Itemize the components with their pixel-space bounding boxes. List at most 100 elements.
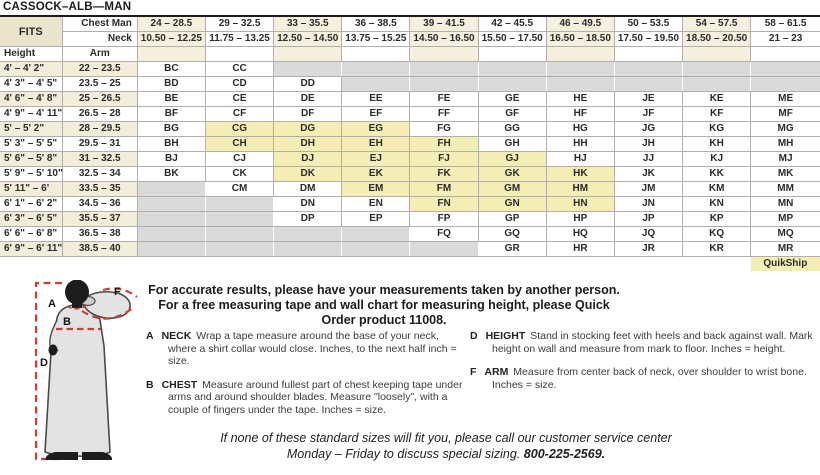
instruction-arm: F ARM Measure from center back of neck, o… <box>470 366 818 391</box>
size-code-cell: FN <box>409 196 479 212</box>
header-spacer-cell <box>341 46 411 62</box>
instruction-text: Wrap a tape measure around the base of y… <box>168 330 457 367</box>
size-code-cell: GH <box>477 136 547 152</box>
size-code-cell: CC <box>204 61 275 77</box>
size-code-cell: DE <box>273 91 343 107</box>
arm-range-cell: 33.5 – 35 <box>61 181 138 197</box>
size-code-cell: JK <box>613 166 684 182</box>
unavailable-size-cell <box>204 226 275 242</box>
size-code-cell: FE <box>409 91 479 107</box>
size-code-cell: JJ <box>613 151 684 167</box>
size-code-cell: FJ <box>409 151 479 167</box>
size-code-cell: KR <box>682 241 752 257</box>
instructions-left-column: A NECK Wrap a tape measure around the bas… <box>146 330 466 427</box>
size-code-cell: KJ <box>682 151 752 167</box>
raised-arm-sleeve <box>83 290 131 319</box>
size-code-cell: MJ <box>750 151 820 167</box>
unavailable-size-cell <box>136 196 206 212</box>
size-code-cell: HP <box>545 211 615 227</box>
chest-range-cell: 36 – 38.5 <box>341 17 411 32</box>
height-range-cell: 5' 9" – 5' 10" <box>0 166 63 182</box>
size-code-cell: HE <box>545 91 615 107</box>
unavailable-size-cell <box>613 61 684 77</box>
size-code-cell: CG <box>204 121 275 137</box>
instruction-text: Stand in stocking feet with heels and ba… <box>492 330 813 355</box>
unavailable-size-cell <box>136 226 206 242</box>
height-range-cell: 5' 3" – 5' 5" <box>0 136 63 152</box>
unavailable-size-cell <box>545 76 615 92</box>
chest-range-cell: 24 – 28.5 <box>136 17 206 32</box>
instructions-right-column: D HEIGHT Stand in stocking feet with heel… <box>470 330 818 402</box>
arm-range-cell: 29.5 – 31 <box>61 136 138 152</box>
size-table-row: 4' – 4' 2" 22 – 23.5 BC CC <box>0 61 820 77</box>
size-code-cell: KE <box>682 91 752 107</box>
size-code-cell: HQ <box>545 226 615 242</box>
instruction-text: Measure around fullest part of chest kee… <box>168 378 463 416</box>
arm-range-cell: 32.5 – 34 <box>61 166 138 182</box>
customer-service-phone: 800-225-2569. <box>523 446 606 461</box>
size-code-cell: GE <box>477 91 547 107</box>
unavailable-size-cell <box>477 76 547 92</box>
height-range-cell: 5' 6" – 5' 8" <box>0 151 63 167</box>
unavailable-size-cell <box>750 61 820 77</box>
size-code-cell: EG <box>341 121 411 137</box>
instruction-height: D HEIGHT Stand in stocking feet with heel… <box>470 330 818 355</box>
header-spacer-cell <box>545 46 615 62</box>
instruction-chest: B CHEST Measure around fullest part of ch… <box>146 379 466 417</box>
size-code-cell: KQ <box>682 226 752 242</box>
header-spacer-cell <box>409 46 479 62</box>
height-range-cell: 6' 3" – 6' 5" <box>0 211 63 227</box>
size-code-cell: KM <box>682 181 752 197</box>
size-code-cell: HK <box>545 166 615 182</box>
size-code-cell: JG <box>613 121 684 137</box>
size-code-cell: JR <box>613 241 684 257</box>
size-code-cell: GR <box>477 241 547 257</box>
arm-header: Arm <box>61 46 138 62</box>
neck-range-cell: 13.75 – 15.25 <box>341 31 411 47</box>
size-table-row: 5' 6" – 5' 8" 31 – 32.5 BJ CJ DJ EJ FJ GJ HJ JJ KJ… <box>0 151 820 167</box>
size-code-cell: BK <box>136 166 206 182</box>
size-code-cell: JM <box>613 181 684 197</box>
height-range-cell: 5' 11" – 6' <box>0 181 63 197</box>
chest-range-cell: 54 – 57.5 <box>682 17 752 32</box>
header-spacer-cell <box>750 46 820 62</box>
height-range-cell: 4' 9" – 4' 11" <box>0 106 63 122</box>
size-code-cell: JQ <box>613 226 684 242</box>
arm-range-cell: 25 – 26.5 <box>61 91 138 107</box>
size-code-cell: DK <box>273 166 343 182</box>
size-code-cell: DM <box>273 181 343 197</box>
size-table-row: 5' – 5' 2" 28 – 29.5 BG CG DG EG FG GG HG JG KG MG <box>0 121 820 137</box>
neck-range-cell: 15.50 – 17.50 <box>477 31 547 47</box>
header-spacer-cell <box>273 46 343 62</box>
size-code-cell: CE <box>204 91 275 107</box>
header-spacer-cell <box>613 46 684 62</box>
size-code-cell: JF <box>613 106 684 122</box>
size-code-cell: EM <box>341 181 411 197</box>
arm-measure-line-bottom <box>81 306 135 320</box>
chest-range-cell: 50 – 53.5 <box>613 17 684 32</box>
size-code-cell: EK <box>341 166 411 182</box>
size-code-cell: DG <box>273 121 343 137</box>
measurement-notes: For accurate results, please have your m… <box>148 283 620 328</box>
quikship-legend-row: QuikShip <box>0 256 820 271</box>
size-table-row: 6' 1" – 6' 2" 34.5 – 36 DN EN FN GN HN JN KN MN <box>0 196 820 212</box>
size-code-cell: MP <box>750 211 820 227</box>
size-table-row: 4' 6" – 4' 8" 25 – 26.5 BE CE DE EE FE GE HE JE KE… <box>0 91 820 107</box>
chest-range-cell: 46 – 49.5 <box>545 17 615 32</box>
size-code-cell: BG <box>136 121 206 137</box>
unavailable-size-cell <box>273 241 343 257</box>
chest-man-header: Chest Man <box>61 17 138 32</box>
size-table-row: 6' 9" – 6' 11" 38.5 – 40 GR HR JR KR MR <box>0 241 820 257</box>
figure-label-neck: A <box>48 298 56 310</box>
arm-measure-line-top <box>102 287 138 298</box>
size-code-cell: GP <box>477 211 547 227</box>
unavailable-size-cell <box>136 211 206 227</box>
left-hand <box>48 344 58 356</box>
unavailable-size-cell <box>409 241 479 257</box>
size-code-cell: GF <box>477 106 547 122</box>
instruction-letter: D <box>470 330 478 342</box>
note-line-2: For a free measuring tape and wall chart… <box>158 298 610 327</box>
size-code-cell: HJ <box>545 151 615 167</box>
unavailable-size-cell <box>477 61 547 77</box>
size-code-cell: GN <box>477 196 547 212</box>
